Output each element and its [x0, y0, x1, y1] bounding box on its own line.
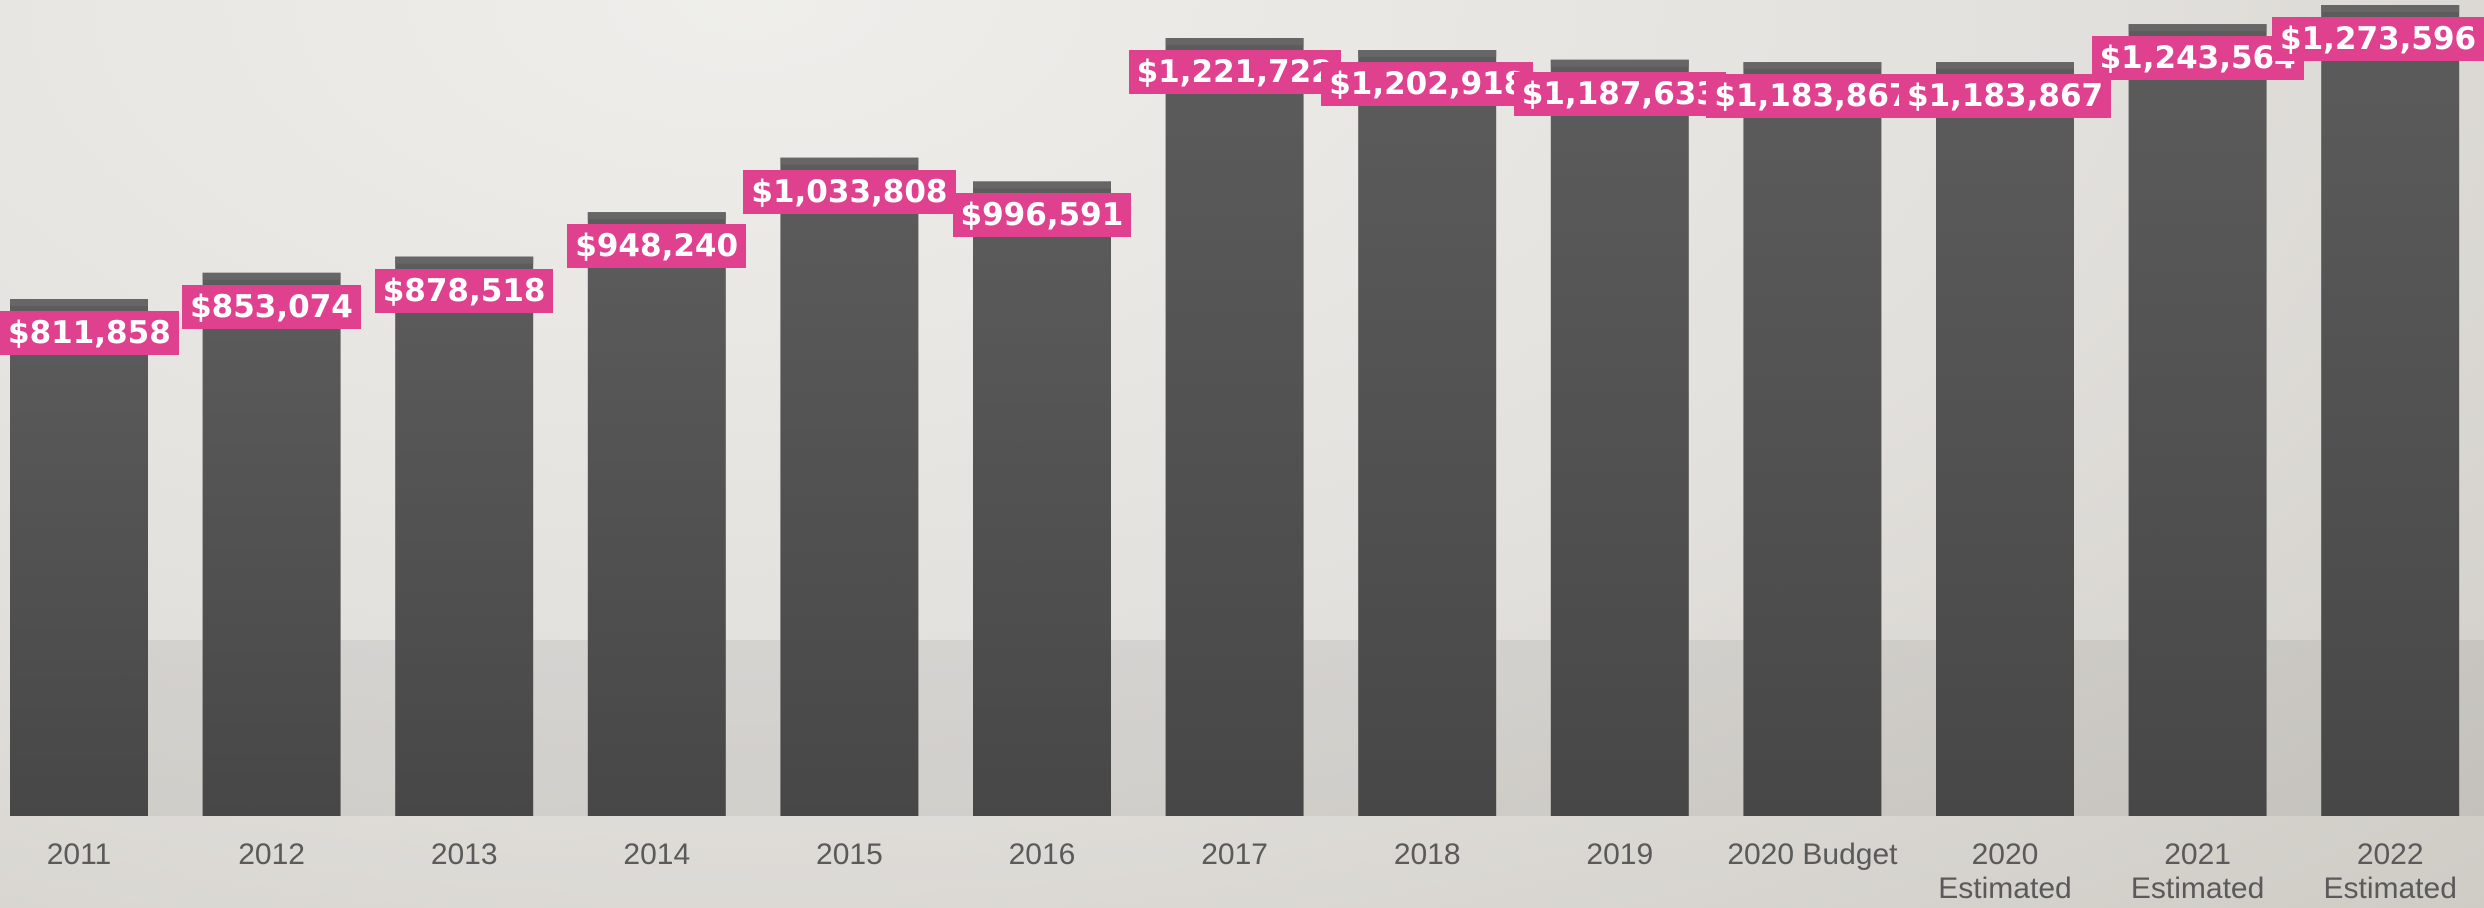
bar-shadow	[1496, 640, 1557, 816]
bar	[2128, 24, 2267, 816]
bar-cap	[1550, 59, 1689, 67]
bar	[1936, 62, 2074, 817]
bar	[395, 256, 534, 816]
data-label: $1,243,564	[2091, 36, 2304, 81]
x-tick-label: 2012	[238, 838, 305, 871]
x-tick-label: 2018	[1393, 838, 1461, 871]
bar-cap	[1358, 50, 1497, 58]
x-tick-label: 2015	[816, 838, 883, 871]
bar-cap	[1743, 62, 1882, 70]
bar-shadow	[2459, 640, 2484, 816]
x-tick-label: 2017	[1201, 838, 1268, 871]
data-label: $1,273,596	[2272, 17, 2484, 61]
x-tick-label: 2021 Estimated	[2130, 838, 2265, 905]
x-tick-label: 2020 Estimated	[1938, 838, 2072, 905]
x-tick-label: 2022 Estimated	[2323, 838, 2457, 905]
bar-cap	[2128, 24, 2267, 32]
bar-shadow	[1881, 640, 1942, 816]
bar	[202, 272, 341, 816]
bar-shadow	[1111, 640, 1171, 816]
x-tick-label: 2014	[623, 838, 691, 871]
data-label: $1,033,808	[743, 169, 956, 214]
data-label: $1,183,867	[1899, 74, 2112, 119]
x-tick-label: 2016	[1008, 838, 1076, 871]
bar-shadow	[918, 640, 979, 816]
bar-cap	[587, 212, 726, 220]
x-tick-label: 2011	[46, 838, 112, 871]
bar	[587, 212, 726, 817]
data-label: $1,202,918	[1321, 62, 1534, 106]
bar	[10, 299, 148, 816]
bar-shadow	[1688, 640, 1749, 816]
data-label: $878,518	[374, 268, 554, 313]
x-tick-label: 2019	[1586, 838, 1654, 871]
bar-cap	[780, 157, 919, 165]
bar	[1743, 62, 1882, 817]
data-label: $853,074	[182, 284, 361, 329]
bar	[1358, 50, 1497, 817]
bar-cap	[1936, 62, 2074, 70]
x-tick-label: 2013	[430, 838, 498, 871]
x-tick-label: 2020 Budget	[1727, 838, 1898, 871]
data-label: $948,240	[567, 224, 747, 269]
data-label: $811,858	[0, 311, 179, 356]
bar-cap	[202, 272, 341, 280]
bar	[1165, 38, 1304, 817]
bar-cap	[1165, 38, 1304, 46]
bar-shadow	[148, 640, 208, 816]
data-label: $1,187,633	[1513, 71, 1726, 116]
data-label: $996,591	[952, 193, 1132, 238]
bar	[1550, 59, 1689, 816]
bar	[973, 181, 1111, 817]
bar-shadow	[725, 640, 786, 816]
bar-shadow	[2266, 640, 2327, 816]
bar-cap	[2321, 5, 2460, 12]
bar-shadow	[533, 640, 594, 816]
bar-cap	[10, 299, 148, 307]
bar-shadow	[1303, 640, 1364, 816]
bar-shadow	[340, 640, 401, 816]
data-label: $1,183,867	[1706, 74, 1919, 119]
bar-cap	[395, 256, 534, 264]
bar	[2321, 5, 2460, 816]
bar-shadow	[2074, 640, 2134, 816]
data-label: $1,221,722	[1128, 50, 1341, 95]
bar	[780, 157, 919, 816]
bar-cap	[973, 181, 1111, 189]
